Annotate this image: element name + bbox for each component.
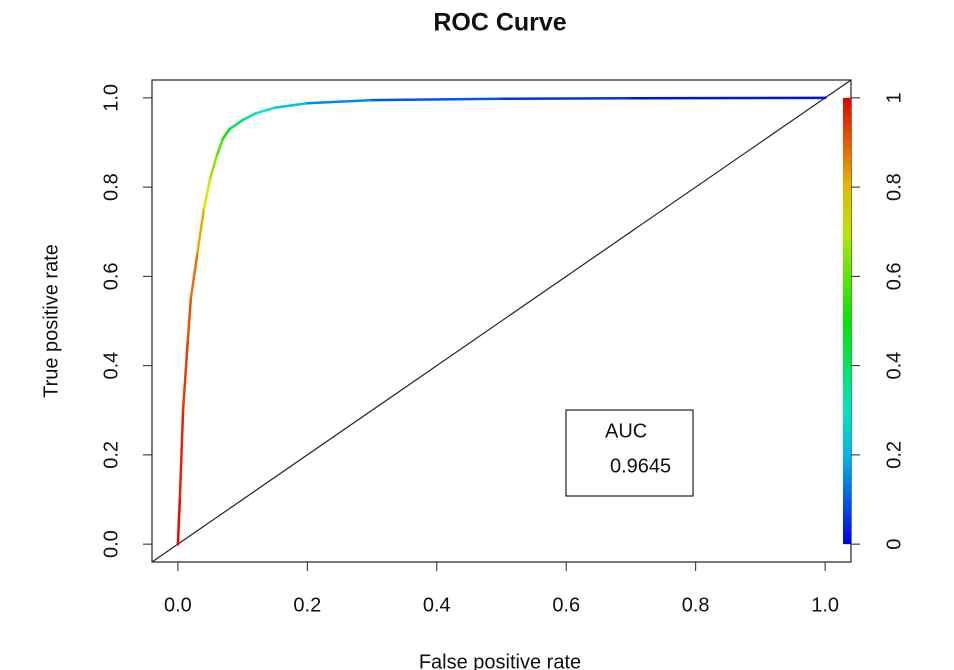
roc-point xyxy=(629,96,633,100)
roc-point xyxy=(823,96,827,100)
roc-point xyxy=(189,297,193,300)
roc-segment xyxy=(178,409,185,501)
roc-point xyxy=(228,127,231,131)
colorbar-tick-label: 0.6 xyxy=(883,262,905,290)
roc-segment xyxy=(215,136,225,158)
roc-segment xyxy=(273,101,309,109)
roc-segment xyxy=(254,106,277,115)
roc-segment xyxy=(306,98,374,105)
roc-point xyxy=(196,252,199,256)
roc-point xyxy=(273,106,277,109)
roc-point xyxy=(176,542,180,546)
x-tick-label: 0.4 xyxy=(423,594,451,616)
roc-segment xyxy=(181,342,189,412)
auc-title: AUC xyxy=(605,420,647,442)
roc-segment xyxy=(228,118,244,131)
diagonal-line xyxy=(151,79,852,563)
roc-segment xyxy=(370,97,503,102)
colorbar-tick-label: 0 xyxy=(883,539,905,550)
auc-box xyxy=(565,409,694,497)
chart-title: ROC Curve xyxy=(433,9,566,37)
roc-segment xyxy=(186,297,193,345)
colorbar-tick-label: 0.4 xyxy=(883,352,905,380)
roc-point xyxy=(221,136,225,140)
roc-point xyxy=(370,98,374,102)
roc-point xyxy=(208,176,212,180)
x-tick-label: 0.6 xyxy=(552,594,580,616)
y-axis-label: True positive rate xyxy=(40,244,62,398)
roc-point xyxy=(500,97,503,101)
roc-point xyxy=(241,118,244,122)
x-tick-label: 1.0 xyxy=(811,594,839,616)
colorbar-tick-label: 0.8 xyxy=(883,173,905,201)
roc-point xyxy=(215,154,219,158)
roc-point xyxy=(178,498,182,501)
x-tick-label: 0.0 xyxy=(164,594,192,616)
y-tick-label: 0.0 xyxy=(100,530,122,558)
x-axis-label: False positive rate xyxy=(419,651,581,670)
y-tick-label: 0.8 xyxy=(100,173,122,201)
roc-segment xyxy=(241,112,257,122)
roc-segment xyxy=(209,154,218,180)
roc-segment xyxy=(202,176,212,211)
y-tick-label: 0.6 xyxy=(100,262,122,290)
roc-segment xyxy=(189,252,199,300)
colorbar xyxy=(843,97,851,545)
y-tick-label: 0.2 xyxy=(100,441,122,469)
roc-point xyxy=(254,112,257,115)
roc-point xyxy=(202,208,206,211)
colorbar-tick-label: 1 xyxy=(883,92,905,103)
roc-point xyxy=(186,342,189,345)
roc-segment xyxy=(176,498,182,546)
auc-value: 0.9645 xyxy=(610,455,671,477)
roc-point xyxy=(181,408,185,412)
roc-segment xyxy=(196,208,206,256)
x-tick-label: 0.8 xyxy=(682,594,710,616)
y-tick-label: 1.0 xyxy=(100,84,122,112)
y-tick-label: 0.4 xyxy=(100,352,122,380)
x-tick-label: 0.2 xyxy=(293,594,321,616)
roc-point xyxy=(306,101,309,105)
roc-segment xyxy=(221,127,231,140)
colorbar-tick-label: 0.2 xyxy=(883,441,905,469)
